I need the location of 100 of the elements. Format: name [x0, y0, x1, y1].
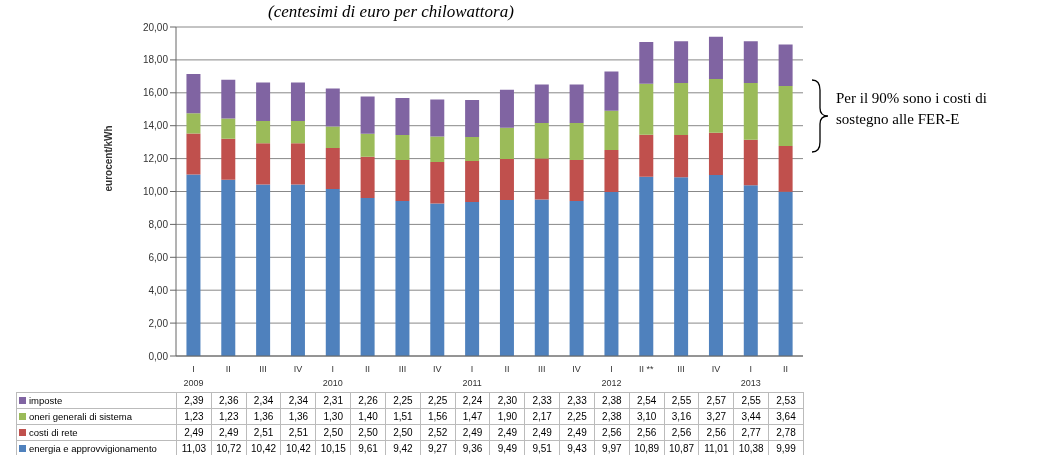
data-label: 10,42: [280, 440, 316, 455]
data-label: 1,51: [385, 408, 421, 425]
data-label: 3,27: [698, 408, 734, 425]
bar: [639, 83, 654, 135]
x-tick-label: I 2009: [183, 364, 204, 388]
data-label: 2,25: [559, 408, 595, 425]
bar: [674, 135, 689, 178]
x-tick-label: II: [365, 364, 371, 374]
data-label: 2,33: [559, 392, 595, 409]
bar: [569, 159, 584, 201]
bar: [604, 191, 619, 356]
data-label: 2,77: [733, 424, 769, 441]
y-tick-label: 2,00: [148, 317, 169, 329]
data-label: 9,43: [559, 440, 595, 455]
data-label: 10,15: [315, 440, 351, 455]
bar: [639, 134, 654, 177]
bar: [743, 41, 758, 84]
bar: [430, 136, 445, 163]
data-label: 1,47: [455, 408, 490, 425]
bar: [743, 83, 758, 140]
bar: [395, 98, 410, 136]
data-label: 1,40: [350, 408, 386, 425]
y-tick-label: 8,00: [148, 218, 169, 230]
x-tick-label: IV: [572, 364, 581, 374]
x-tick-label: III: [677, 364, 685, 374]
data-label: 1,30: [315, 408, 351, 425]
x-tick-label: I 2011: [462, 364, 482, 388]
data-label: 2,33: [524, 392, 560, 409]
bar: [778, 145, 793, 192]
data-label: 2,49: [176, 424, 212, 441]
x-tick-label: IV: [711, 364, 721, 374]
data-label: 11,03: [176, 440, 212, 455]
data-label: 2,31: [315, 392, 351, 409]
data-label: 3,64: [768, 408, 804, 425]
bar: [186, 174, 201, 356]
bar: [534, 122, 549, 159]
bar: [360, 156, 375, 198]
bar: [221, 179, 236, 356]
data-label: 3,16: [664, 408, 699, 425]
data-label: 9,27: [420, 440, 456, 455]
bar: [395, 159, 410, 202]
bar: [290, 143, 305, 185]
data-label: 2,51: [280, 424, 316, 441]
data-label: 10,42: [246, 440, 281, 455]
y-tick-label: 14,00: [142, 120, 169, 132]
bar: [778, 44, 793, 87]
bar: [743, 185, 758, 356]
y-tick-label: 10,00: [142, 186, 169, 198]
data-label: 2,38: [594, 392, 630, 409]
data-label: 2,49: [524, 424, 560, 441]
data-label: 2,36: [211, 392, 247, 409]
bar: [534, 158, 549, 200]
bar: [395, 135, 410, 160]
data-label: 2,50: [385, 424, 421, 441]
bar: [674, 177, 689, 356]
x-tick-label: III: [537, 364, 546, 374]
x-tick-label: II: [225, 364, 231, 374]
bar: [604, 149, 619, 192]
bar: [465, 136, 480, 162]
bar: [395, 201, 410, 356]
data-label: 2,78: [768, 424, 804, 441]
x-tick-label: IV: [432, 364, 442, 374]
x-tick-label: I 2010: [322, 364, 343, 388]
data-label: 10,72: [211, 440, 247, 455]
data-label: 9,36: [455, 440, 490, 455]
data-label: 3,44: [733, 408, 769, 425]
bar: [430, 162, 445, 204]
legend-label: costi di rete: [16, 424, 177, 441]
bar: [569, 84, 584, 123]
data-label: 2,24: [455, 392, 490, 409]
data-label: 1,23: [211, 408, 247, 425]
x-tick-label: II: [783, 364, 789, 374]
data-label: 9,99: [768, 440, 804, 455]
bar: [569, 122, 584, 160]
bar: [639, 41, 654, 84]
x-tick-label: I 2012: [601, 364, 622, 388]
legend-label: oneri generali di sistema: [16, 408, 177, 425]
data-label: 9,61: [350, 440, 386, 455]
bar: [221, 138, 236, 180]
bar: [639, 176, 654, 356]
data-label: 1,36: [246, 408, 281, 425]
bar: [674, 41, 689, 84]
bar: [465, 100, 480, 137]
data-label: 2,30: [489, 392, 525, 409]
data-label: 2,56: [664, 424, 699, 441]
bar: [360, 96, 375, 134]
data-label: 9,42: [385, 440, 421, 455]
bar: [186, 113, 201, 134]
data-label: 2,49: [559, 424, 595, 441]
x-tick-label: II: [504, 364, 510, 374]
data-label: 2,49: [489, 424, 525, 441]
x-tick-label: I 2013: [740, 364, 761, 388]
x-tick-label: IV: [293, 364, 303, 374]
bar: [290, 184, 305, 356]
data-label: 2,56: [698, 424, 734, 441]
data-label: 2,52: [420, 424, 456, 441]
bar: [186, 74, 201, 114]
bar: [743, 139, 758, 186]
data-label: 2,55: [664, 392, 699, 409]
bar: [569, 200, 584, 356]
